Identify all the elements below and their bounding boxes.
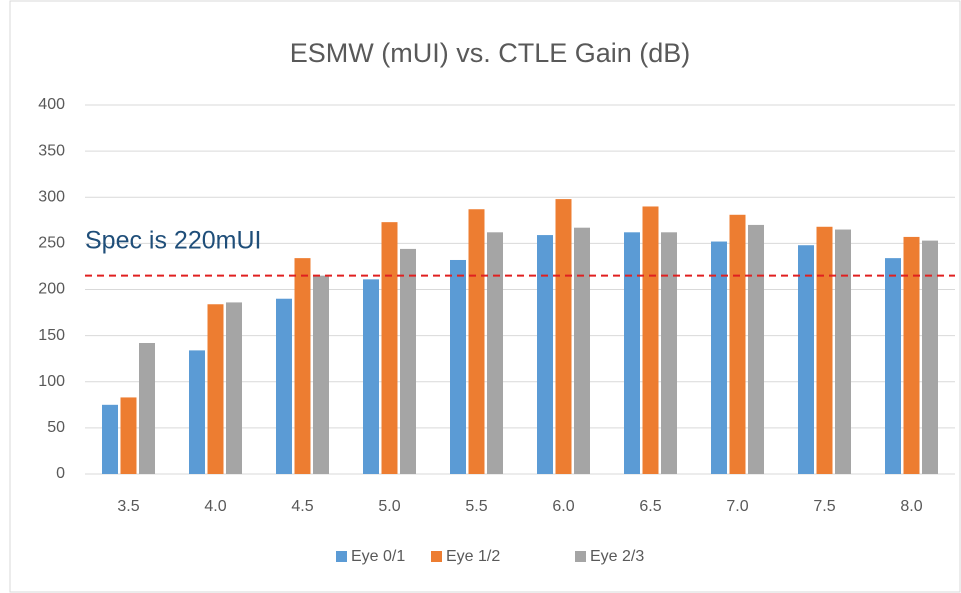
y-tick-label: 50 [47, 419, 65, 436]
bar [903, 236, 920, 474]
legend-swatch [575, 551, 586, 562]
y-tick-label: 200 [38, 281, 65, 298]
bar [922, 240, 938, 474]
bar [120, 397, 137, 474]
legend-label: Eye 2/3 [590, 548, 644, 565]
bar [624, 232, 640, 474]
y-tick-label: 350 [38, 142, 65, 159]
x-tick-label: 6.0 [552, 498, 574, 515]
x-tick-label: 7.0 [726, 498, 748, 515]
y-tick-label: 0 [56, 465, 65, 482]
bar [468, 209, 485, 474]
bar [207, 304, 224, 474]
y-tick-label: 400 [38, 96, 65, 113]
x-tick-label: 8.0 [900, 498, 922, 515]
y-tick-label: 150 [38, 327, 65, 344]
bar [711, 241, 727, 474]
chart-title: ESMW (mUI) vs. CTLE Gain (dB) [290, 38, 691, 68]
bar [574, 227, 590, 474]
bar [313, 275, 329, 474]
bar [798, 245, 814, 474]
bar [226, 302, 242, 474]
legend-swatch [336, 551, 347, 562]
x-tick-label: 4.0 [204, 498, 226, 515]
bar [555, 199, 572, 474]
x-tick-label: 5.5 [465, 498, 487, 515]
bar [487, 232, 503, 474]
bar [537, 235, 553, 474]
bar [189, 350, 205, 474]
bar [102, 404, 118, 474]
bar [642, 206, 659, 474]
bar [450, 259, 466, 474]
legend-label: Eye 1/2 [446, 548, 500, 565]
bar [885, 258, 901, 474]
bar [835, 229, 851, 474]
y-tick-label: 250 [38, 235, 65, 252]
bar [363, 279, 379, 474]
bar [276, 298, 292, 474]
y-tick-label: 100 [38, 373, 65, 390]
x-tick-label: 5.0 [378, 498, 400, 515]
x-tick-label: 3.5 [117, 498, 139, 515]
x-tick-label: 6.5 [639, 498, 661, 515]
x-tick-label: 7.5 [813, 498, 835, 515]
bar [139, 343, 155, 474]
x-tick-label: 4.5 [291, 498, 313, 515]
bar [294, 258, 311, 474]
annotation: Spec is 220mUI [85, 227, 261, 255]
bar [381, 222, 398, 474]
bar [748, 224, 764, 474]
bar [661, 232, 677, 474]
bar [816, 226, 833, 474]
bar [729, 214, 746, 474]
y-tick-label: 300 [38, 188, 65, 205]
bar [400, 248, 416, 474]
legend-swatch [431, 551, 442, 562]
legend-label: Eye 0/1 [351, 548, 405, 565]
